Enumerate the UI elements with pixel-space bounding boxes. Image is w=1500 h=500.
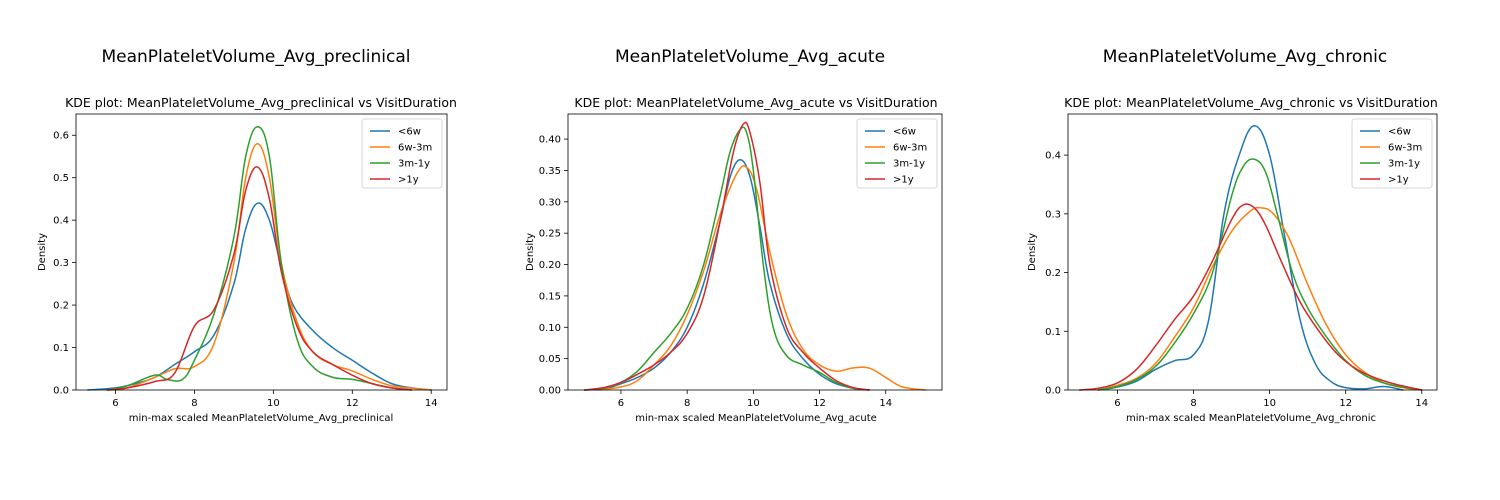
x-axis-label: min-max scaled MeanPlateletVolume_Avg_pr… <box>129 413 394 424</box>
y-tick-label: 0.5 <box>53 173 69 184</box>
x-tick-label: 12 <box>1339 398 1352 409</box>
y-tick-label: 0.20 <box>539 260 561 271</box>
y-axis-label: Density <box>525 233 536 271</box>
legend-label: 3m-1y <box>893 159 925 170</box>
y-tick-label: 0.3 <box>1045 209 1061 220</box>
y-tick-label: 0.2 <box>1045 268 1061 279</box>
y-axis-label: Density <box>1027 233 1038 271</box>
kde-curve-4 <box>106 166 413 391</box>
y-tick-label: 0.2 <box>53 301 69 312</box>
legend-label: 6w-3m <box>893 143 927 154</box>
kde-curve-2 <box>597 165 927 391</box>
legend-label: <6w <box>893 127 916 138</box>
legend: <6w 6w-3m 3m-1y >1y <box>1351 118 1433 189</box>
legend-label: 3m-1y <box>1388 159 1420 170</box>
plot-title: KDE plot: MeanPlateletVolume_Avg_preclin… <box>65 95 457 110</box>
legend: <6w 6w-3m 3m-1y >1y <box>361 118 443 189</box>
x-tick-label: 8 <box>684 398 690 409</box>
x-tick-label: 12 <box>813 398 826 409</box>
y-tick-label: 0.15 <box>539 291 561 302</box>
y-tick-label: 0.0 <box>53 386 69 397</box>
kde-curve-2 <box>106 142 432 391</box>
x-axis-label: min-max scaled MeanPlateletVolume_Avg_ch… <box>1126 413 1376 424</box>
y-tick-label: 0.25 <box>539 229 561 240</box>
x-tick-label: 10 <box>267 398 280 409</box>
panel-suptitle: MeanPlateletVolume_Avg_preclinical <box>101 47 410 67</box>
legend-label: >1y <box>1388 175 1409 186</box>
y-tick-label: 0.1 <box>1045 327 1061 338</box>
legend-label: >1y <box>893 175 914 186</box>
plot-title: KDE plot: MeanPlateletVolume_Avg_acute v… <box>574 95 937 110</box>
legend-box <box>361 118 443 189</box>
kde-curve-3 <box>1097 158 1423 391</box>
legend: <6w 6w-3m 3m-1y >1y <box>856 118 938 189</box>
legend-box <box>1351 118 1433 189</box>
kde-curve-4 <box>583 121 870 391</box>
legend-label: <6w <box>398 127 421 138</box>
x-tick-label: 6 <box>1114 398 1120 409</box>
legend-box <box>856 118 938 189</box>
x-tick-label: 14 <box>879 398 892 409</box>
legend-label: 6w-3m <box>398 143 432 154</box>
axes-frame <box>1067 113 1438 391</box>
panel-suptitle: MeanPlateletVolume_Avg_chronic <box>1103 47 1387 67</box>
panel-preclinical: MeanPlateletVolume_Avg_preclinical KDE p… <box>37 47 457 424</box>
x-tick-label: 12 <box>346 398 359 409</box>
x-axis-label: min-max scaled MeanPlateletVolume_Avg_ac… <box>635 413 877 424</box>
y-tick-label: 0.0 <box>1045 386 1061 397</box>
kde-curve-2 <box>1097 206 1423 391</box>
kde-curve-1 <box>583 159 870 391</box>
y-axis-label: Density <box>37 233 48 271</box>
y-tick-label: 0.3 <box>53 258 69 269</box>
x-tick-label: 8 <box>1190 398 1196 409</box>
x-tick-label: 6 <box>112 398 118 409</box>
panel-chronic: MeanPlateletVolume_Avg_chronic KDE plot:… <box>1027 47 1438 424</box>
axes-frame <box>567 113 943 391</box>
legend-label: 6w-3m <box>1388 143 1422 154</box>
x-tick-label: 10 <box>1263 398 1276 409</box>
x-tick-label: 10 <box>747 398 760 409</box>
panel-acute: MeanPlateletVolume_Avg_acute KDE plot: M… <box>525 47 943 424</box>
y-tick-label: 0.4 <box>1045 151 1061 162</box>
kde-curve-1 <box>1097 124 1404 391</box>
legend-label: >1y <box>398 175 419 186</box>
y-tick-label: 0.05 <box>539 354 561 365</box>
y-tick-label: 0.1 <box>53 343 69 354</box>
y-tick-label: 0.35 <box>539 166 561 177</box>
y-tick-label: 0.10 <box>539 323 561 334</box>
kde-curve-4 <box>1078 203 1423 391</box>
x-tick-label: 6 <box>618 398 624 409</box>
y-tick-label: 0.40 <box>539 135 561 146</box>
kde-curve-3 <box>583 126 870 391</box>
x-tick-label: 14 <box>425 398 438 409</box>
y-tick-label: 0.30 <box>539 197 561 208</box>
legend-label: <6w <box>1388 127 1411 138</box>
legend-label: 3m-1y <box>398 159 430 170</box>
kde-curve-1 <box>87 202 432 391</box>
panel-suptitle: MeanPlateletVolume_Avg_acute <box>615 47 885 67</box>
x-tick-label: 8 <box>191 398 197 409</box>
x-tick-label: 14 <box>1415 398 1428 409</box>
plot-title: KDE plot: MeanPlateletVolume_Avg_chronic… <box>1064 95 1438 110</box>
y-tick-label: 0.00 <box>539 386 561 397</box>
axes-frame <box>75 113 448 391</box>
y-tick-label: 0.4 <box>53 216 69 227</box>
y-tick-label: 0.6 <box>53 131 69 142</box>
